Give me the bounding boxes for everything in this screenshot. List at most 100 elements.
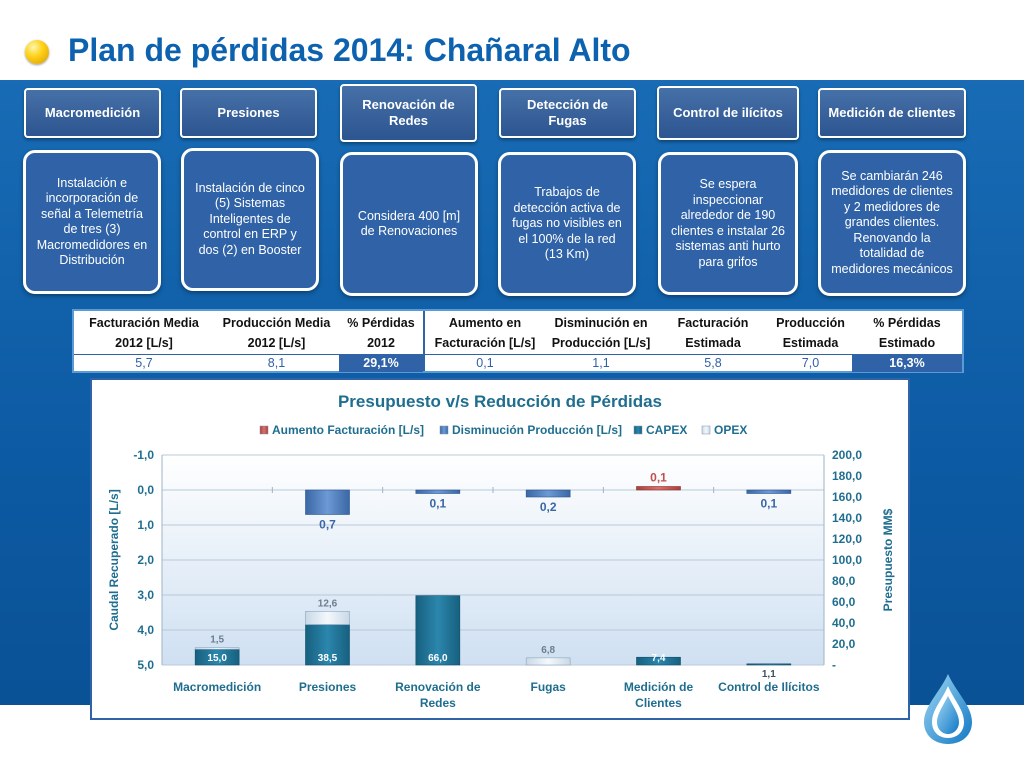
legend-swatch	[701, 425, 711, 435]
header-macromedicion: Macromedición	[24, 88, 161, 138]
y-axis-title: Caudal Recuperado [L/s]	[107, 489, 121, 630]
table-header: Disminución en	[554, 316, 648, 330]
table-header: Facturación Media	[89, 316, 199, 330]
legend-label: CAPEX	[646, 423, 687, 437]
data-label-capex: 1,1	[762, 669, 776, 680]
table-col: Facturación Media 2012 [L/s] 5,7	[74, 311, 214, 371]
data-label-capex: 38,5	[318, 653, 338, 664]
table-col: Disminución en Producción [L/s] 1,1	[545, 311, 657, 371]
y2-tick-label: 20,0	[832, 637, 856, 651]
y-tick-label: 3,0	[137, 588, 154, 602]
table-header: 2012 [L/s]	[247, 336, 306, 350]
table-cell-highlight: 16,3%	[852, 354, 962, 372]
table-header: Facturación [L/s]	[434, 336, 536, 350]
table-col: % Pérdidas Estimado 16,3%	[852, 311, 962, 372]
legend-swatch	[439, 425, 449, 435]
bar-opex	[194, 647, 240, 650]
data-label-disminucion: 0,7	[319, 518, 336, 532]
header-medicion-clientes: Medición de clientes	[818, 88, 966, 138]
x-tick-label: Medición de	[624, 680, 694, 694]
legend-swatch	[259, 425, 269, 435]
bar-disminucion	[746, 489, 792, 494]
bar-opex	[305, 611, 350, 625]
data-label-capex: 7,4	[652, 653, 666, 664]
table-cell: 0,1	[425, 354, 545, 372]
legend-swatch	[633, 425, 643, 435]
table-col: Facturación Estimada 5,8	[657, 311, 769, 371]
y-tick-label: -1,0	[133, 448, 154, 462]
bar-capex	[746, 663, 792, 666]
x-tick-label: Presiones	[299, 680, 357, 694]
y2-tick-label: 140,0	[832, 511, 862, 525]
x-tick-label: Control de Ilícitos	[718, 680, 820, 694]
data-label-capex: 66,0	[428, 653, 448, 664]
table-cell-highlight: 29,1%	[339, 354, 423, 372]
table-divider	[423, 311, 425, 371]
table-col: % Pérdidas 2012 29,1%	[339, 311, 423, 372]
y2-tick-label: 200,0	[832, 448, 862, 462]
summary-table: Facturación Media 2012 [L/s] 5,7 Producci…	[72, 309, 964, 373]
table-header: Producción	[776, 316, 845, 330]
header-control-ilicitos: Control de ilícitos	[657, 86, 799, 140]
desc-medicion-clientes: Se cambiarán 246 medidores de clientes y…	[818, 150, 966, 296]
table-header: % Pérdidas	[873, 316, 941, 330]
table-cell: 5,7	[74, 354, 214, 372]
table-header: Estimada	[685, 336, 741, 350]
table-header: Aumento en	[448, 316, 522, 330]
table-header: Producción [L/s]	[551, 336, 651, 350]
data-label-opex: 1,5	[210, 635, 224, 646]
header-deteccion-fugas: Detección de Fugas	[499, 88, 636, 138]
header-presiones: Presiones	[180, 88, 317, 138]
table-header: Facturación	[677, 316, 749, 330]
bar-opex	[525, 657, 571, 666]
data-label-disminucion: 0,1	[429, 497, 446, 511]
y2-tick-label: 180,0	[832, 469, 862, 483]
table-header: 2012	[367, 336, 395, 350]
data-label-opex: 12,6	[318, 598, 338, 609]
y-tick-label: 2,0	[137, 553, 154, 567]
y2-tick-label: 40,0	[832, 616, 856, 630]
y2-tick-label: 160,0	[832, 490, 862, 504]
chart-frame: -1,0 0,0 1,0 2,0 3,0 4,0 5,0 - 20,0 40,0 60,0 80,0 1…	[90, 378, 910, 720]
data-label-disminucion: 0,2	[540, 500, 557, 514]
data-label-disminucion: 0,1	[760, 497, 777, 511]
data-label-aumento: 0,1	[650, 471, 667, 485]
bar-disminucion	[525, 489, 571, 498]
y-tick-label: 0,0	[137, 483, 154, 497]
table-header: Estimado	[878, 336, 936, 350]
legend-label: Aumento Facturación [L/s]	[272, 423, 424, 437]
table-header: Estimada	[782, 336, 839, 350]
y2-tick-label: 100,0	[832, 553, 862, 567]
desc-control-ilicitos: Se espera inspeccionar alrededor de 190 …	[658, 152, 798, 295]
desc-presiones: Instalación de cinco (5) Sistemas Inteli…	[181, 148, 319, 291]
y2-tick-label: 120,0	[832, 532, 862, 546]
y2-axis-title: Presupuesto MM$	[881, 508, 895, 611]
budget-vs-loss-chart: -1,0 0,0 1,0 2,0 3,0 4,0 5,0 - 20,0 40,0 60,0 80,0 1…	[107, 392, 895, 710]
water-drop-logo	[924, 674, 972, 744]
table-cell: 5,8	[657, 354, 769, 372]
bar-disminucion	[415, 489, 461, 494]
x-tick-label: Macromedición	[173, 680, 261, 694]
bullet-icon	[25, 40, 49, 64]
bar-aumento	[636, 486, 681, 491]
table-cell: 7,0	[769, 354, 852, 372]
y-tick-label: 5,0	[137, 658, 154, 672]
x-tick-label: Redes	[420, 696, 456, 710]
table-cell: 1,1	[545, 354, 657, 372]
legend-label: OPEX	[714, 423, 747, 437]
table-cell: 8,1	[214, 354, 339, 372]
title-band	[0, 0, 1024, 80]
chart-title: Presupuesto v/s Reducción de Pérdidas	[338, 392, 662, 411]
x-tick-label: Clientes	[635, 696, 682, 710]
y-tick-label: 1,0	[137, 518, 154, 532]
y-tick-label: 4,0	[137, 623, 154, 637]
legend-label: Disminución Producción [L/s]	[452, 423, 622, 437]
x-tick-label: Fugas	[530, 680, 566, 694]
desc-macromedicion: Instalación e incorporación de señal a T…	[23, 150, 161, 294]
bar-disminucion	[305, 489, 350, 515]
y2-tick-label: -	[832, 658, 836, 672]
data-label-capex: 15,0	[207, 653, 227, 664]
bar-capex	[305, 624, 350, 666]
desc-renovacion-redes: Considera 400 [m] de Renovaciones	[340, 152, 478, 296]
table-header: 2012 [L/s]	[115, 336, 173, 350]
